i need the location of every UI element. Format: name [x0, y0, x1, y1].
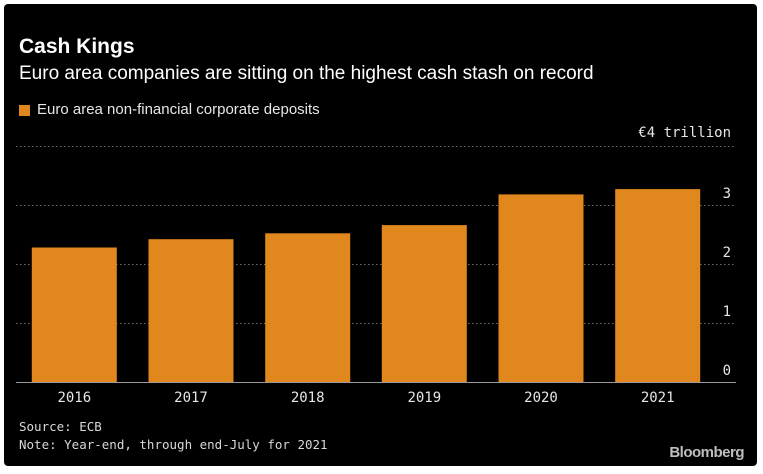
y-tick-label-2: 2 — [723, 245, 731, 261]
bar-2019 — [381, 225, 467, 382]
y-tick-label-0: 0 — [723, 363, 731, 379]
y-unit-label: €4 trillion — [638, 125, 731, 141]
bars — [31, 189, 701, 382]
x-tick-label-2017: 2017 — [174, 390, 208, 406]
legend: Euro area non-financial corporate deposi… — [19, 100, 320, 120]
chart-subtitle: Euro area companies are sitting on the h… — [19, 63, 594, 84]
bloomberg-logo: Bloomberg — [669, 444, 744, 461]
bar-2020 — [498, 194, 584, 382]
bar-2021 — [615, 189, 701, 382]
bar-2018 — [265, 233, 351, 382]
bar-chart: 0 1 2 3 €4 trillion 2016 2017 2018 2019 2020 2021 — [16, 125, 736, 406]
y-tick-label-1: 1 — [723, 304, 731, 320]
bar-2017 — [148, 239, 234, 382]
x-tick-label-2021: 2021 — [641, 390, 675, 406]
legend-label: Euro area non-financial corporate deposi… — [37, 101, 320, 118]
x-tick-label-2016: 2016 — [57, 390, 91, 406]
chart-title: Cash Kings — [19, 35, 135, 58]
chart-frame: Cash Kings Euro area companies are sitti… — [4, 4, 757, 466]
footnote: Note: Year-end, through end-July for 202… — [19, 437, 328, 452]
x-tick-label-2018: 2018 — [291, 390, 325, 406]
x-tick-label-2020: 2020 — [524, 390, 558, 406]
legend-swatch — [19, 104, 30, 116]
bar-2016 — [31, 247, 117, 382]
x-tick-label-2019: 2019 — [407, 390, 441, 406]
y-tick-label-3: 3 — [723, 186, 731, 202]
source-note: Source: ECB — [19, 419, 102, 434]
y-axis-ticks: 0 1 2 3 €4 trillion — [638, 125, 731, 379]
x-axis-labels: 2016 2017 2018 2019 2020 2021 — [57, 390, 674, 406]
